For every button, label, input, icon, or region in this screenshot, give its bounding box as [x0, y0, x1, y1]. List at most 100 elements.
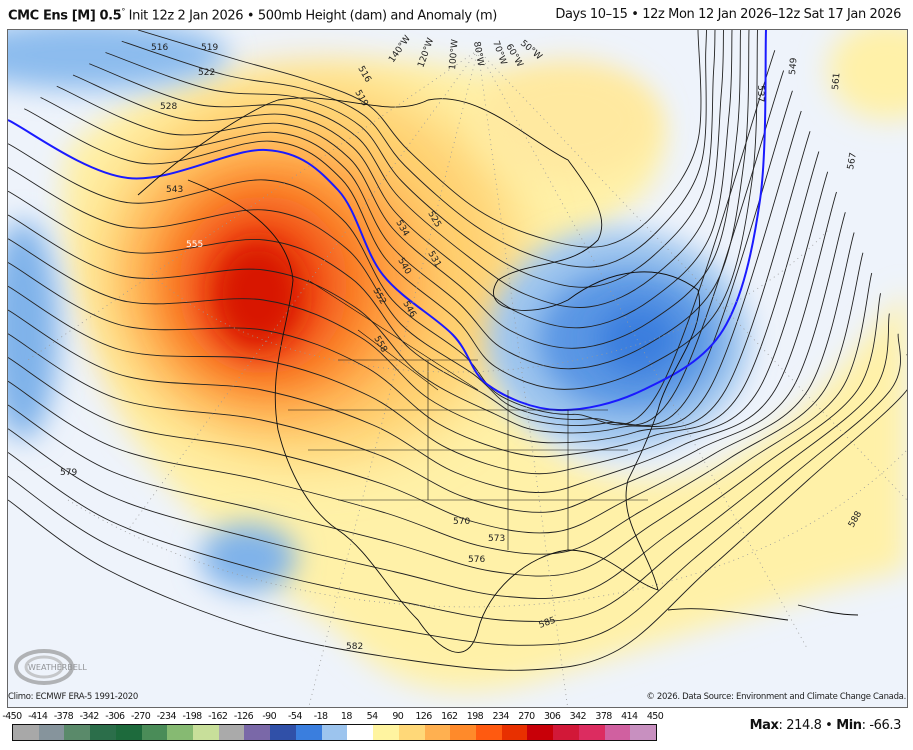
contour-line	[7, 232, 855, 534]
contour-line	[137, 21, 702, 248]
colorbar-tick-label: 414	[621, 711, 638, 722]
contour-label: 573	[488, 534, 505, 544]
colorbar-tick-label: 126	[415, 711, 432, 722]
contour-line	[7, 70, 785, 426]
colorbar-swatch	[193, 725, 219, 740]
colorbar-tick-label: -234	[156, 711, 177, 722]
colorbar-swatch	[373, 725, 399, 740]
contour-line	[7, 272, 873, 577]
height-contours	[7, 21, 913, 671]
colorbar-swatch	[347, 725, 374, 740]
contour-line	[7, 151, 820, 458]
lon-label: 100°W	[448, 39, 461, 70]
contour-line	[7, 171, 829, 475]
colorbar-tick-label: 342	[569, 711, 587, 722]
logo-text: WEATHERBELL	[28, 663, 87, 672]
colorbar-tick-label: -18	[313, 711, 328, 722]
coastlines	[137, 97, 859, 653]
contour-label: 516	[151, 43, 168, 53]
colorbar-swatch	[553, 725, 579, 740]
colorbar-tick-label: -126	[233, 711, 254, 722]
contour-line	[56, 29, 741, 349]
colorbar-tick-label: 234	[492, 711, 510, 722]
anomaly-shading	[8, 30, 907, 707]
colorbar-swatch	[90, 725, 116, 740]
contour-line	[7, 50, 776, 426]
max-min-stats: Max: 214.8 • Min: -66.3	[749, 718, 902, 733]
colorbar-tick-label: 198	[466, 711, 484, 722]
colorbar-tick-label: -270	[131, 711, 151, 722]
min-value: -66.3	[869, 718, 901, 733]
contour-label: 579	[60, 468, 77, 478]
colorbar-tick-label: -198	[182, 711, 202, 722]
contour-label: 570	[453, 517, 470, 527]
contour-line	[7, 293, 882, 599]
colorbar-swatch	[424, 725, 451, 740]
contour-label: 519	[201, 43, 218, 53]
colorbar	[12, 724, 657, 741]
contour-line	[7, 252, 864, 555]
min-label: Min	[836, 718, 862, 733]
colorbar-swatch	[64, 725, 91, 740]
init-time: Init 12z 2 Jan 2026	[128, 8, 244, 24]
colorbar-tick-label: 18	[340, 711, 352, 722]
colorbar-labels: -450 -414 -378 -342 -306 -270 -234 -198 -162 -126…	[2, 711, 663, 723]
colorbar-swatch	[244, 725, 271, 740]
contour-label: 582	[346, 642, 363, 652]
contour-label: 561	[831, 72, 842, 90]
max-value: 214.8	[786, 718, 822, 733]
colorbar-tick-label: 306	[543, 711, 561, 722]
valid-period: Days 10–15 • 12z Mon 12 Jan 2026–12z Sat…	[555, 7, 901, 22]
separator: •	[825, 718, 833, 733]
colorbar-tick-label: -162	[208, 711, 228, 722]
contour-line	[105, 29, 716, 288]
colorbar-swatch	[475, 725, 502, 740]
contour-line	[24, 29, 758, 390]
weatherbell-logo: WEATHERBELL	[14, 649, 87, 685]
colorbar-swatch	[13, 725, 39, 740]
contour-label: 555	[186, 240, 203, 250]
contour-line	[7, 212, 846, 513]
colorbar-swatch	[270, 725, 296, 740]
contour-line	[7, 131, 811, 444]
data-credit: © 2026. Data Source: Environment and Cli…	[646, 692, 906, 702]
colorbar-swatch	[321, 725, 348, 740]
map-svg: 140°W 120°W 100°W 80°W 70°W 60°W 50°W 51…	[7, 21, 913, 711]
contour-line	[72, 29, 733, 329]
contour-line	[7, 90, 793, 426]
colorbar-swatch	[115, 725, 142, 740]
colorbar-swatch	[141, 725, 168, 740]
contour-label: 522	[198, 68, 215, 78]
colorbar-swatch	[578, 725, 605, 740]
contour-line	[7, 110, 802, 434]
colorbar-tick-label: 270	[518, 711, 535, 722]
colorbar-swatch	[295, 725, 322, 740]
contour-label: 549	[788, 57, 799, 75]
title: CMC Ens [M] 0.5° Init 12z 2 Jan 2026 • 5…	[8, 7, 497, 23]
colorbar-swatch	[38, 725, 65, 740]
colorbar-swatch	[501, 725, 528, 740]
contour-label: 576	[468, 555, 485, 565]
caribbean-islands	[667, 604, 859, 621]
colorbar-swatch	[527, 725, 554, 740]
contour-label: 528	[160, 102, 177, 112]
graticule	[27, 49, 908, 711]
colorbar-tick-label: -450	[2, 711, 22, 722]
colorbar-tick-label: 54	[366, 711, 378, 722]
contour-line	[7, 313, 890, 622]
colorbar-swatch	[398, 725, 425, 740]
colorbar-swatch	[167, 725, 194, 740]
contour-line	[7, 333, 901, 646]
colorbar-swatch	[218, 725, 245, 740]
colorbar-tick-label: 450	[646, 711, 664, 722]
map-panel: 140°W 120°W 100°W 80°W 70°W 60°W 50°W 51…	[7, 21, 913, 711]
max-label: Max	[749, 718, 779, 733]
contour-label: 543	[166, 185, 183, 195]
colorbar-tick-label: -306	[105, 711, 125, 722]
separator: •	[246, 8, 255, 24]
contour-line	[7, 353, 913, 671]
contour-label: 537	[755, 85, 765, 102]
colorbar-tick-label: 378	[595, 711, 612, 722]
colorbar-swatch	[450, 725, 476, 740]
header: CMC Ens [M] 0.5° Init 12z 2 Jan 2026 • 5…	[0, 0, 913, 28]
